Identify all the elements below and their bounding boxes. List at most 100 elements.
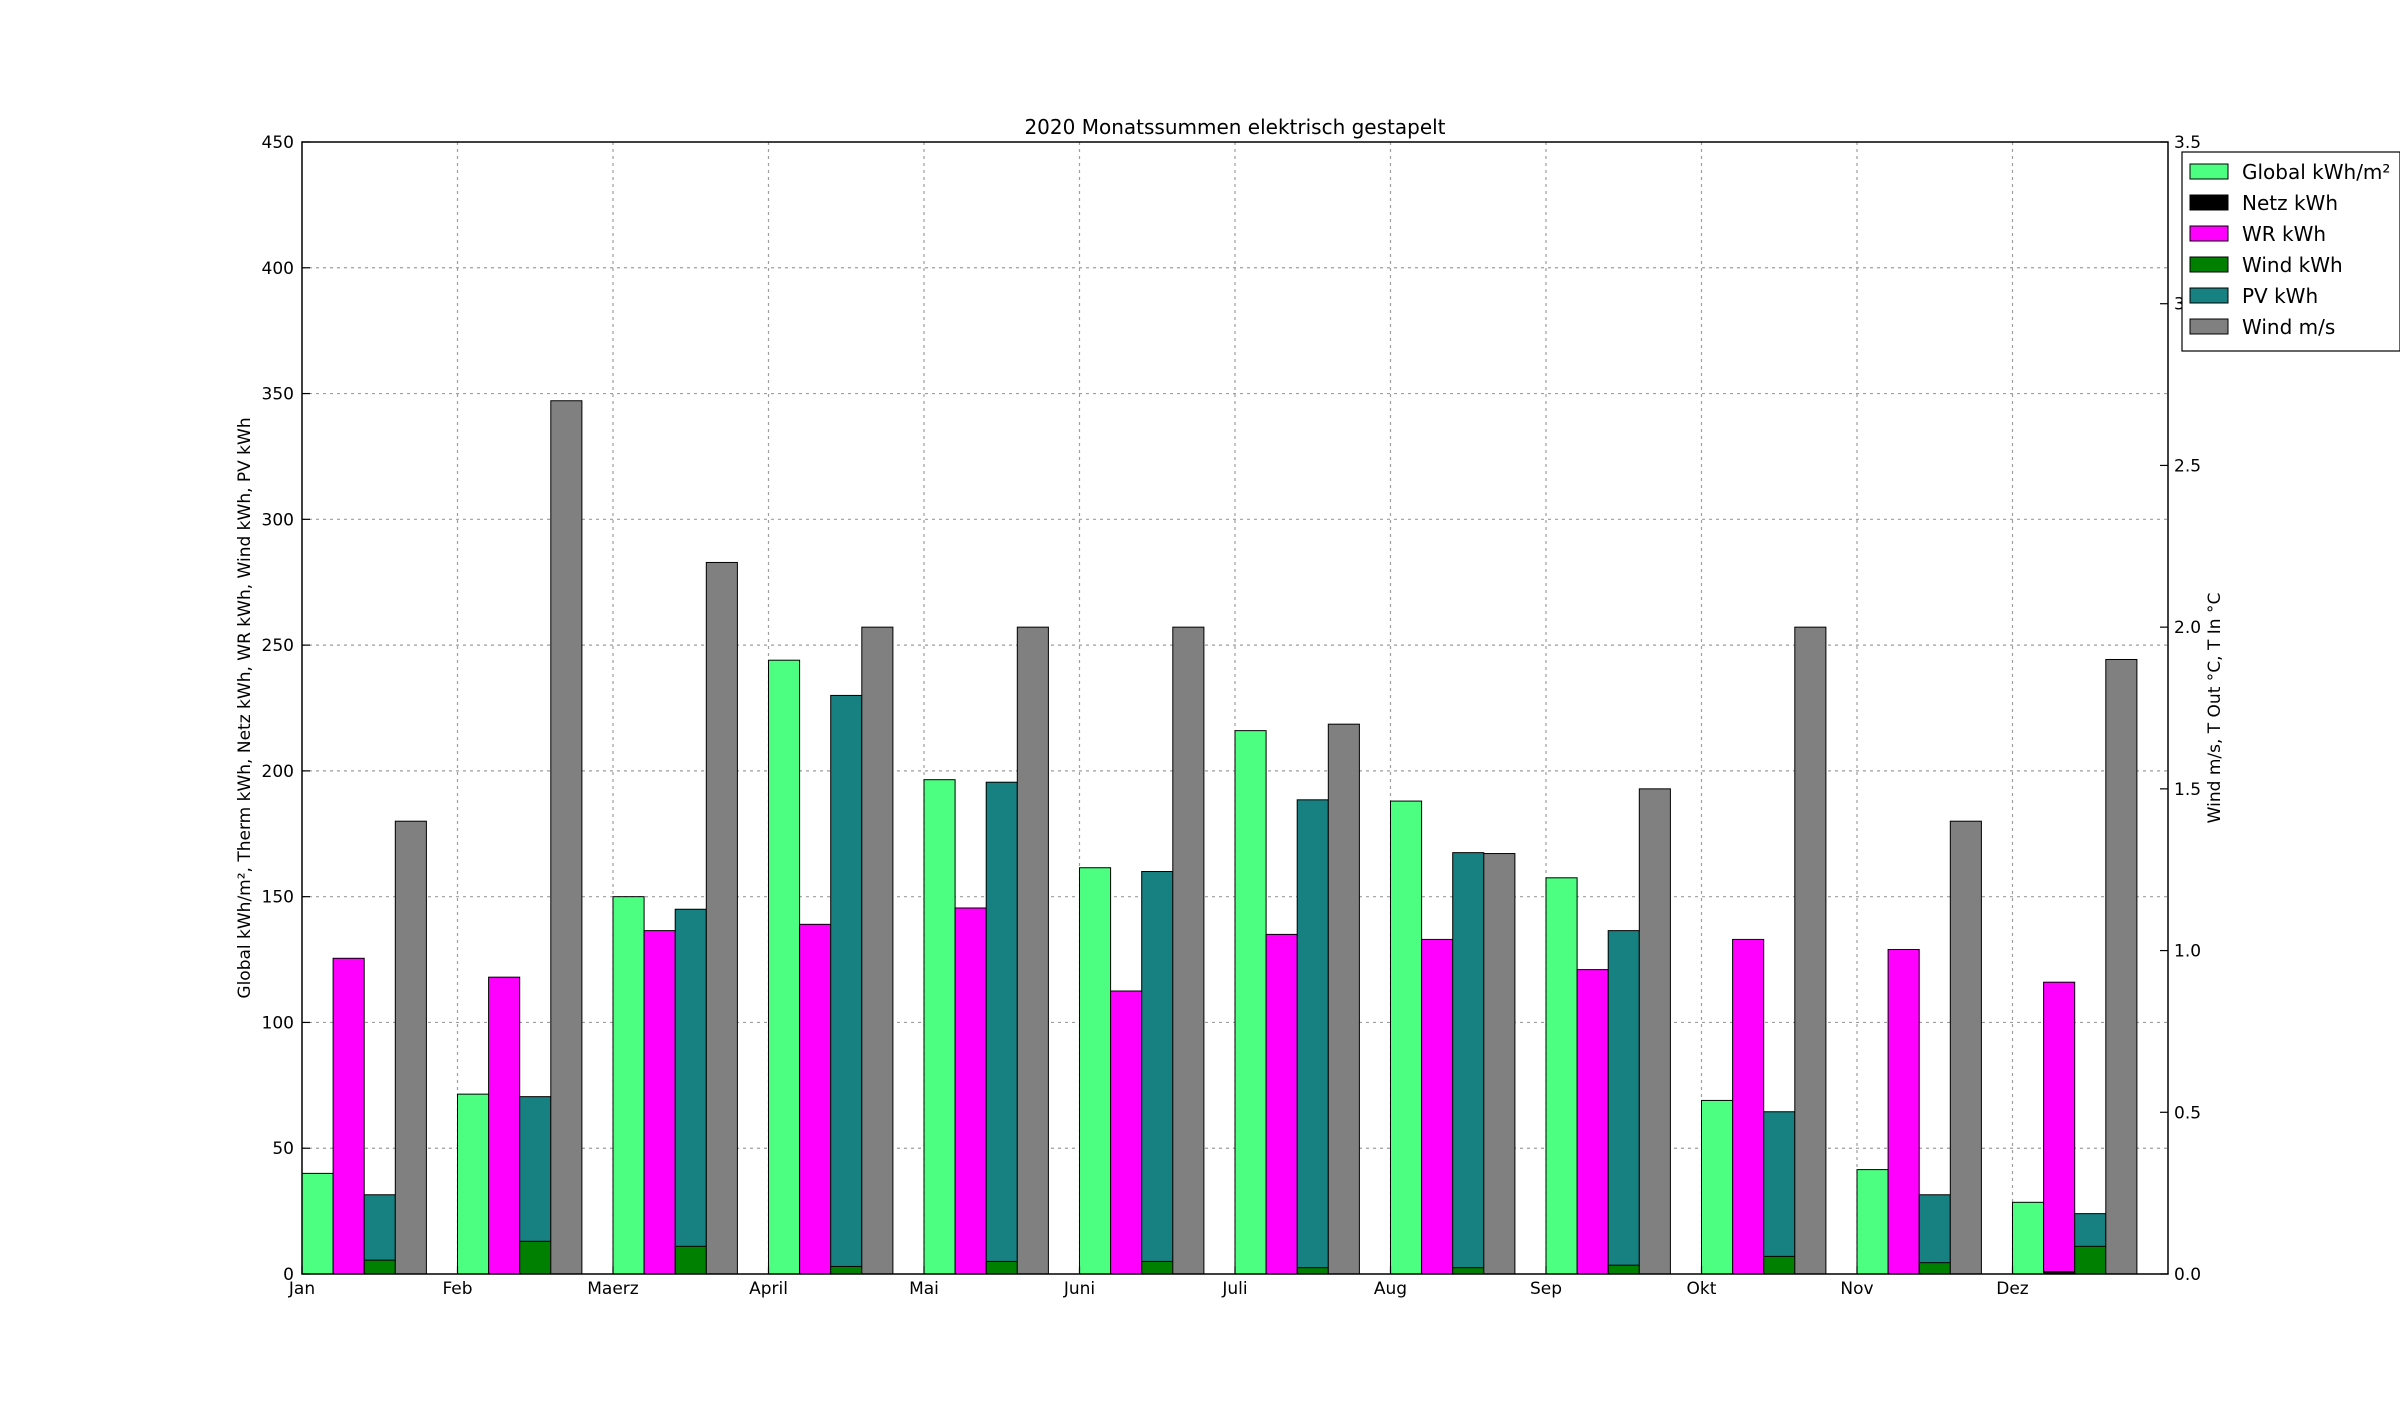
x-tick-label: Aug [1374,1279,1407,1299]
x-tick-label: Dez [1996,1279,2029,1299]
legend-swatch [2189,163,2229,180]
bar-wr [488,976,521,1275]
bar-global [1701,1099,1734,1275]
bar-global [923,779,956,1275]
bar-pv [1452,852,1485,1275]
bar-wind-ms [705,561,738,1275]
x-tick-label: April [749,1279,788,1299]
legend-swatch [2189,225,2229,242]
y-axis-label-left: Global kWh/m², Therm kWh, Netz kWh, WR k… [235,417,255,998]
x-tick-label: Mai [909,1279,939,1299]
bar-wind-ms [1949,820,1982,1275]
legend-entry: WR kWh [2242,222,2326,246]
legend-swatch [2189,318,2229,335]
y-tick-label-left: 350 [262,385,294,405]
bar-wind-ms [1172,626,1205,1275]
legend-entry: Wind kWh [2242,253,2343,277]
bar-wr [799,923,832,1275]
y-tick-label-right: 0.0 [2174,1265,2201,1285]
bar-wind-kwh [674,1245,707,1275]
x-tick-label: Okt [1687,1279,1717,1299]
bar-wind-ms [1794,626,1827,1275]
bar-wind-ms [394,820,427,1275]
bar-wind-kwh [2074,1245,2107,1275]
y-tick-label-right: 1.0 [2174,942,2201,962]
bar-pv [1918,1194,1951,1275]
bars-layer [301,400,2138,1275]
x-tick-label: Juli [1221,1279,1247,1299]
bar-wind-kwh [1452,1267,1485,1275]
chart-title: 2020 Monatssummen elektrisch gestapelt [1024,115,1445,139]
x-tick-label: Jan [288,1279,315,1299]
bar-global [1545,877,1578,1275]
legend-entry: Netz kWh [2242,191,2338,215]
bar-wr [954,907,987,1275]
bar-wind-kwh [1296,1267,1329,1275]
y-tick-label-left: 100 [262,1013,294,1033]
legend-frame [2181,151,2400,352]
bar-wr [643,930,676,1275]
x-tick-label: Juni [1063,1279,1095,1299]
x-tick-label: Nov [1840,1279,1873,1299]
bar-wind-kwh [1763,1255,1796,1275]
bar-pv [1141,871,1174,1275]
y-tick-label-right: 3.5 [2174,133,2201,153]
y-tick-label-left: 450 [262,133,294,153]
bar-global [768,659,801,1275]
x-tick-label: Feb [442,1279,472,1299]
y-tick-label-left: 0 [283,1265,294,1285]
y-tick-label-right: 2.5 [2174,456,2201,476]
bar-wr [1421,938,1454,1275]
bar-global [1079,867,1112,1275]
bar-wr [1265,933,1298,1275]
bar-wind-kwh [1141,1260,1174,1275]
bar-wr [332,957,365,1275]
x-tick-label: Sep [1530,1279,1562,1299]
bar-wr [1110,990,1143,1275]
bar-global [1234,730,1267,1275]
bar-pv [674,908,707,1275]
y-tick-label-left: 50 [272,1139,294,1159]
bar-wr [1576,969,1609,1275]
bar-pv [1607,930,1640,1275]
bar-wind-ms [861,626,894,1275]
bar-pv [1763,1111,1796,1275]
ticks-layer: 0 50 100 150 200 250 300 350 400 450 0.0 0.5 1.0 1.5 2… [262,133,2202,1299]
bar-global [612,896,645,1275]
bar-wind-kwh [1607,1264,1640,1275]
legend-swatch [2189,194,2229,211]
bar-global [1856,1169,1889,1275]
y-tick-label-left: 250 [262,636,294,656]
bar-wind-ms [2105,658,2138,1275]
bar-global [2012,1201,2045,1275]
bar-wind-kwh [363,1259,396,1275]
y-tick-label-left: 400 [262,259,294,279]
bar-pv [830,694,863,1275]
bar-wind-ms [1016,626,1049,1275]
legend-entry: Wind m/s [2242,315,2335,339]
bar-wind-ms [1483,853,1516,1275]
bar-wind-kwh [519,1240,552,1275]
bar-global [1390,800,1423,1275]
legend-swatch [2189,287,2229,304]
y-tick-label-right: 2.0 [2174,618,2201,638]
y-tick-label-right: 0.5 [2174,1103,2201,1123]
bar-wind-ms [1638,788,1671,1275]
legend: Global kWh/m² Netz kWh WR kWh Wind kWh PV kW… [2181,151,2400,352]
legend-entry: Global kWh/m² [2242,160,2390,184]
bar-wind-ms [1327,723,1360,1275]
bar-pv [1296,799,1329,1275]
bar-global [457,1093,490,1275]
y-tick-label-left: 300 [262,510,294,530]
bar-wind-ms [550,400,583,1275]
y-tick-label-right: 1.5 [2174,780,2201,800]
legend-entry: PV kWh [2242,284,2318,308]
bar-pv [985,781,1018,1275]
bar-wind-kwh [1918,1262,1951,1275]
bar-global [301,1172,334,1275]
y-tick-label-left: 200 [262,762,294,782]
x-tick-label: Maerz [587,1279,639,1299]
y-axis-label-right: Wind m/s, T Out °C, T In °C [2205,593,2225,824]
bar-wind-kwh [830,1265,863,1275]
